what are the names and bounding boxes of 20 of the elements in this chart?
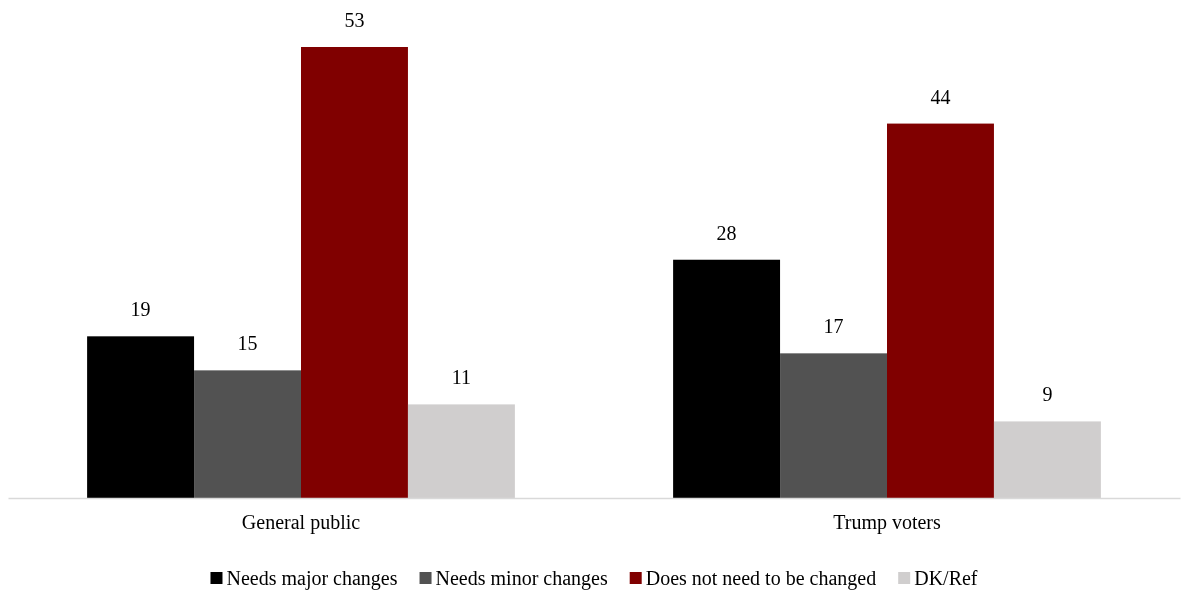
data-label: 11	[451, 366, 472, 389]
data-label: 28	[716, 221, 737, 244]
bar	[673, 259, 781, 498]
data-label: 15	[237, 332, 258, 355]
legend-label: DK/Ref	[914, 567, 978, 589]
legend-label: Needs minor changes	[435, 567, 608, 590]
legend-label: Needs major changes	[226, 567, 398, 590]
bar	[780, 353, 887, 498]
data-label: 44	[930, 85, 951, 108]
bar	[194, 370, 301, 498]
bar	[887, 123, 994, 498]
data-label: 17	[823, 315, 844, 338]
x-tick-label: Trump voters	[833, 511, 942, 534]
data-label: 53	[344, 9, 365, 31]
data-label: 9	[1042, 383, 1053, 406]
legend-label: Does not need to be changed	[645, 567, 877, 590]
x-tick-label: General public	[241, 511, 361, 534]
bar	[301, 47, 408, 498]
bar	[87, 336, 195, 498]
data-label: 19	[130, 298, 151, 321]
